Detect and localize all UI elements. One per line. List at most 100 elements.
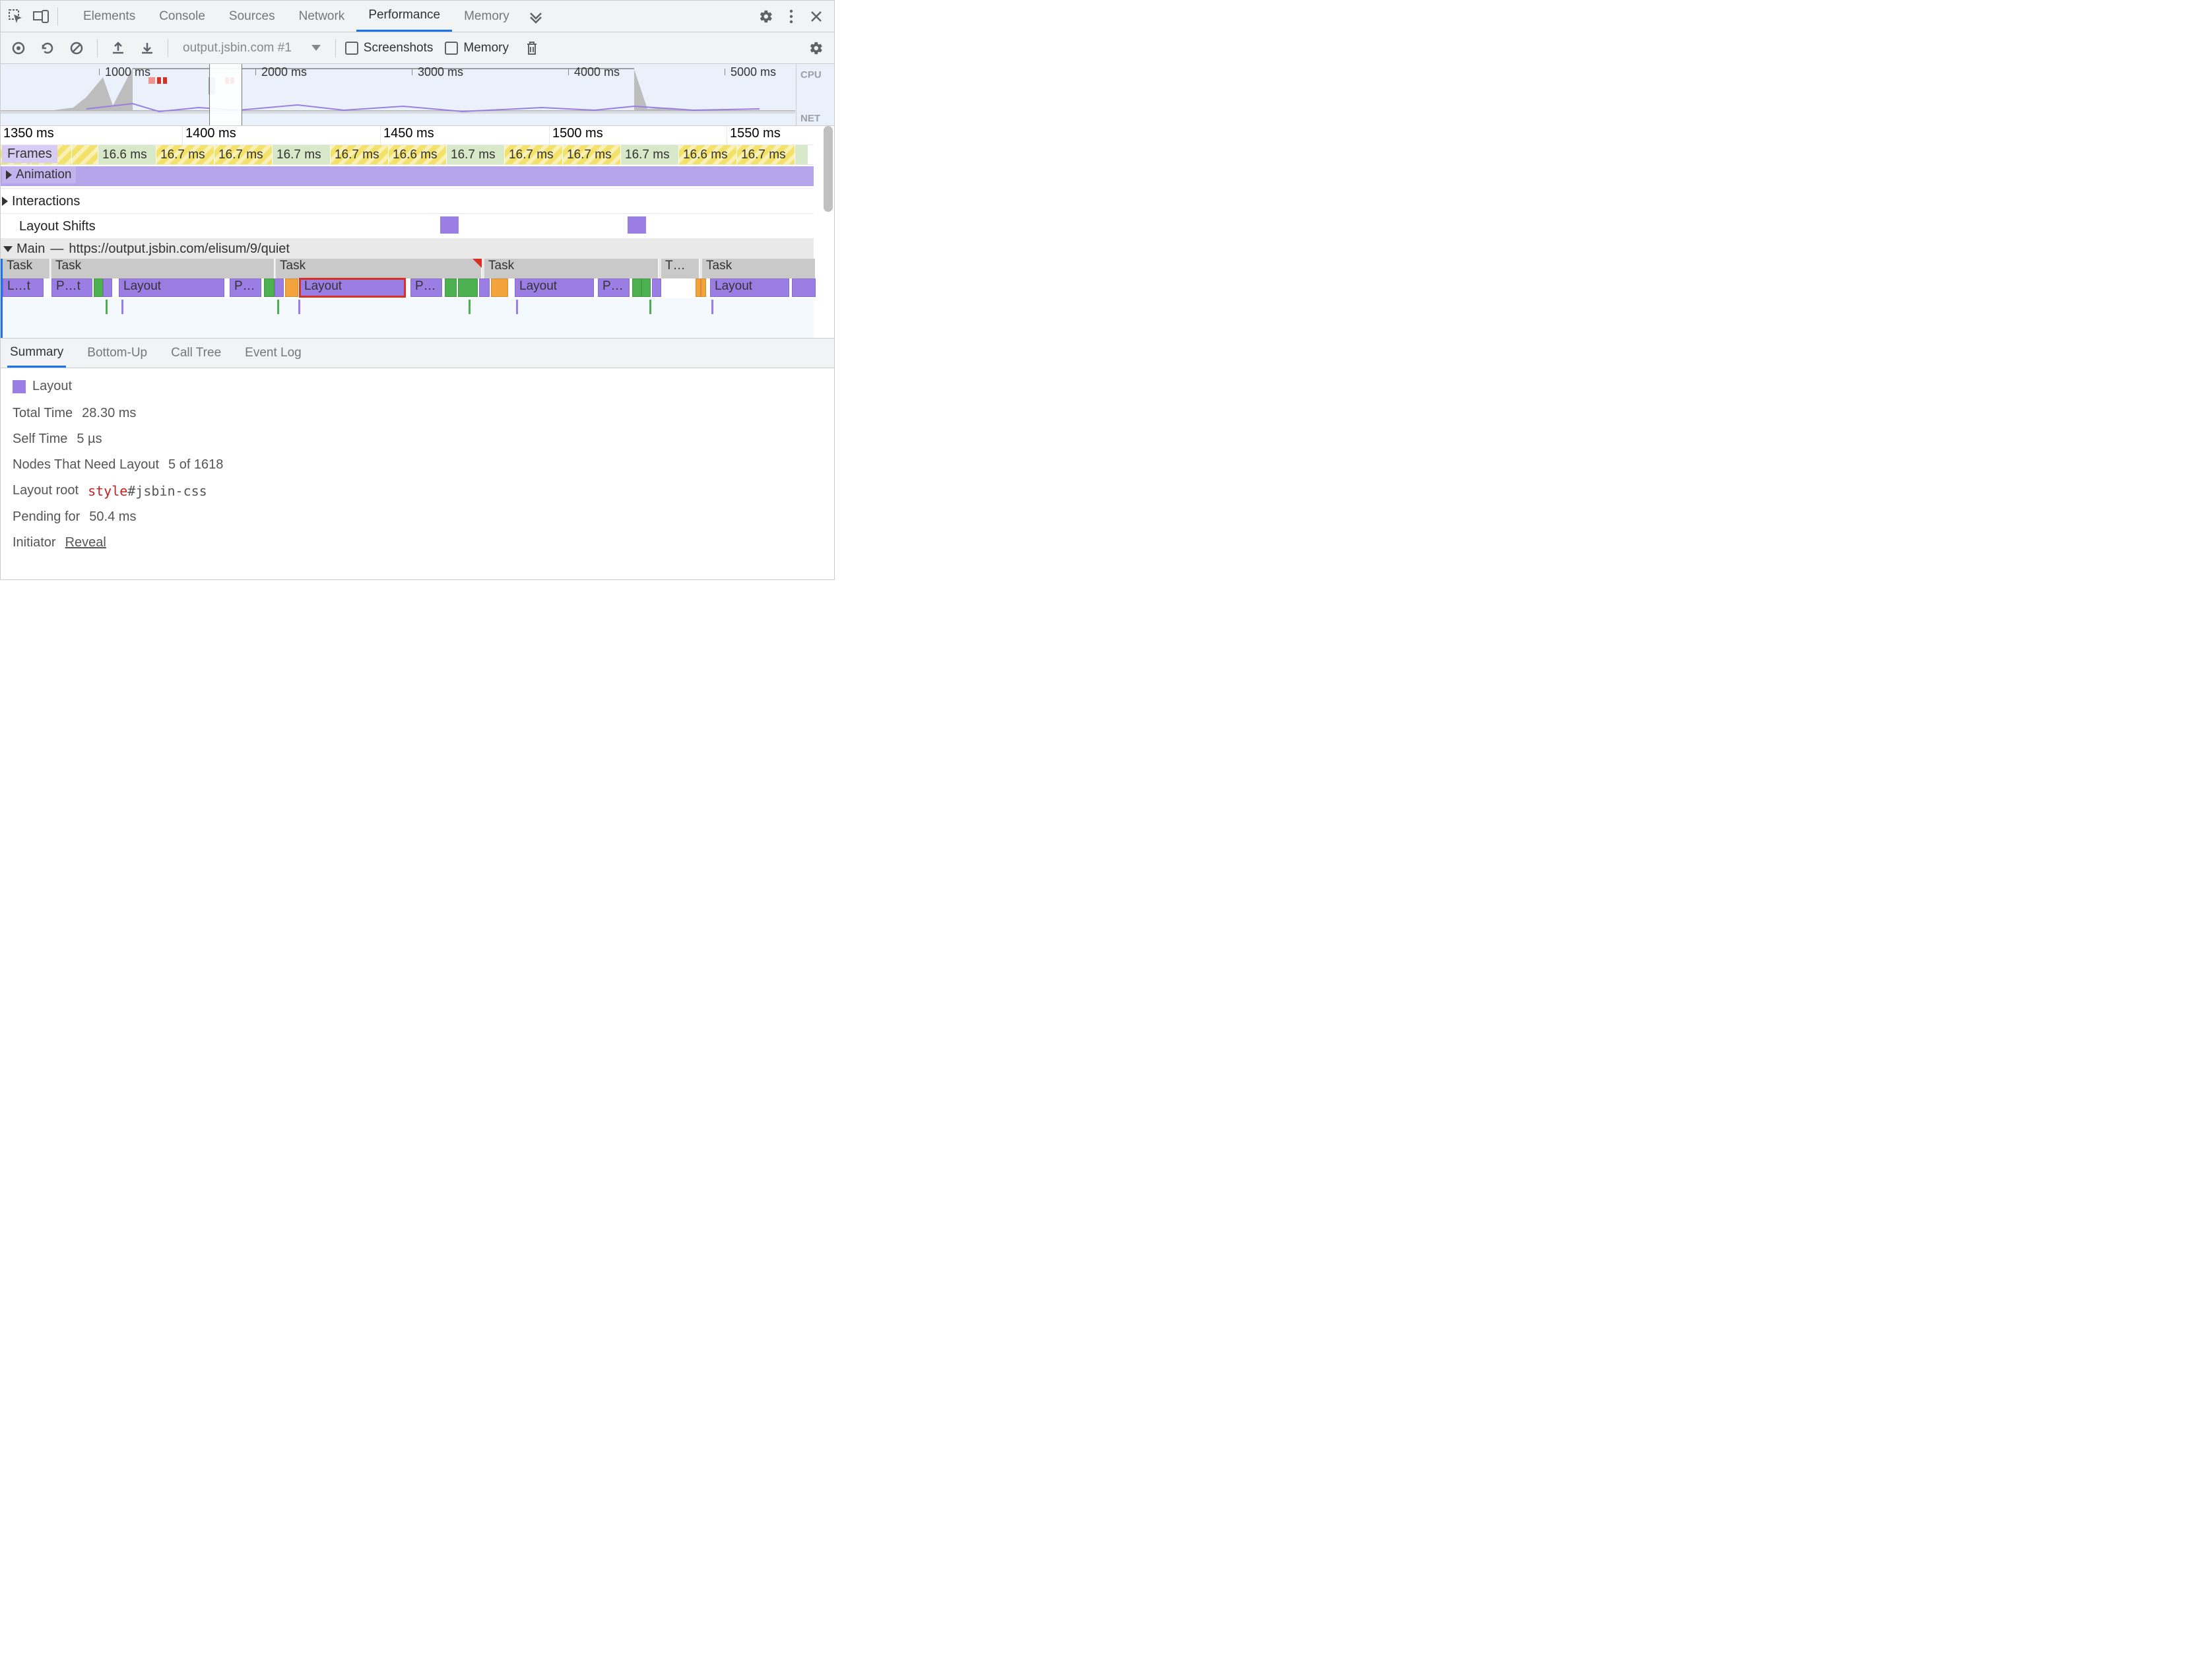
upload-profile-icon[interactable] <box>107 37 129 59</box>
layout-shifts-track[interactable]: Layout Shifts <box>1 213 814 238</box>
overview-tick: 5000 ms <box>731 65 776 79</box>
flame-stub[interactable] <box>516 300 518 314</box>
download-profile-icon[interactable] <box>136 37 158 59</box>
task-block[interactable]: Task <box>484 259 659 278</box>
layout-root-value[interactable]: style#jsbin-css <box>88 483 207 499</box>
kebab-menu-icon[interactable] <box>780 5 802 28</box>
flame-block[interactable]: L…t <box>3 278 44 297</box>
flame-block[interactable] <box>696 278 701 297</box>
inspect-element-icon[interactable] <box>5 5 27 28</box>
flame-block[interactable] <box>641 278 651 297</box>
flame-ruler-tick: 1550 ms <box>727 126 781 145</box>
main-track-header[interactable]: Main — https://output.jsbin.com/elisum/9… <box>1 239 814 259</box>
flame-block[interactable]: Layout <box>300 278 405 297</box>
pending-key: Pending for <box>13 509 80 525</box>
frame-cell[interactable] <box>795 145 808 165</box>
layout-shift-marker[interactable] <box>628 216 646 234</box>
panel-tab-network[interactable]: Network <box>287 1 357 32</box>
panel-tab-performance[interactable]: Performance <box>356 1 452 32</box>
flame-block[interactable] <box>94 278 103 297</box>
flame-stub[interactable] <box>277 300 279 314</box>
frame-cell[interactable]: 16.7 ms <box>447 145 505 165</box>
flame-block[interactable] <box>632 278 641 297</box>
flame-block[interactable]: P…t <box>51 278 92 297</box>
interactions-track-header[interactable]: Interactions <box>2 191 80 211</box>
flame-block[interactable] <box>445 278 457 297</box>
flame-block[interactable] <box>652 278 661 297</box>
flame-chart[interactable]: 1350 ms1400 ms1450 ms1500 ms1550 ms ms16… <box>1 126 824 338</box>
interactions-track[interactable]: Interactions <box>1 188 814 213</box>
details-tab-summary[interactable]: Summary <box>7 339 66 368</box>
animation-track-header[interactable]: Animation <box>2 166 76 183</box>
frame-cell[interactable]: 16.6 ms <box>98 145 156 165</box>
task-block[interactable]: T… <box>661 259 699 278</box>
panel-tab-elements[interactable]: Elements <box>71 1 147 32</box>
flame-stub[interactable] <box>711 300 713 314</box>
flame-block[interactable]: Layout <box>710 278 789 297</box>
panel-tab-memory[interactable]: Memory <box>452 1 521 32</box>
flame-block[interactable] <box>792 278 816 297</box>
flame-block[interactable] <box>285 278 298 297</box>
flame-stub[interactable] <box>106 300 108 314</box>
flame-block[interactable] <box>264 278 275 297</box>
timeline-overview[interactable]: 1000 ms2000 ms3000 ms4000 ms5000 ms CPU … <box>1 64 834 126</box>
panel-tab-sources[interactable]: Sources <box>217 1 287 32</box>
frame-cell[interactable]: 16.6 ms <box>679 145 737 165</box>
frames-track[interactable]: ms16.6 ms16.7 ms16.7 ms16.7 ms16.7 ms16.… <box>1 145 814 164</box>
flame-stub[interactable] <box>649 300 651 314</box>
capture-settings-gear-icon[interactable] <box>805 37 828 59</box>
reload-record-icon[interactable] <box>36 37 59 59</box>
summary-row-initiator: Initiator Reveal <box>13 535 822 550</box>
devtools-window: ElementsConsoleSourcesNetworkPerformance… <box>0 0 835 580</box>
flame-block[interactable]: P… <box>410 278 442 297</box>
frame-cell[interactable] <box>72 145 98 165</box>
frame-cell[interactable]: 16.6 ms <box>389 145 447 165</box>
task-block[interactable]: Task <box>3 259 50 278</box>
record-icon[interactable] <box>7 37 30 59</box>
flame-block[interactable]: Layout <box>515 278 594 297</box>
more-tabs-icon[interactable] <box>524 5 546 28</box>
screenshots-checkbox[interactable]: Screenshots <box>345 41 434 55</box>
settings-gear-icon[interactable] <box>755 5 777 28</box>
flame-block[interactable] <box>491 278 508 297</box>
layout-shift-marker[interactable] <box>440 216 459 234</box>
clear-icon[interactable] <box>65 37 88 59</box>
flame-block[interactable] <box>458 278 478 297</box>
frame-cell[interactable]: 16.7 ms <box>563 145 621 165</box>
details-tab-bottom-up[interactable]: Bottom-Up <box>84 339 150 368</box>
flame-stub[interactable] <box>469 300 471 314</box>
task-block[interactable]: Task <box>276 259 482 278</box>
details-tab-call-tree[interactable]: Call Tree <box>168 339 224 368</box>
task-block[interactable]: Task <box>702 259 816 278</box>
frame-cell[interactable]: 16.7 ms <box>214 145 273 165</box>
frame-cell[interactable]: 16.7 ms <box>331 145 389 165</box>
flame-block[interactable] <box>103 278 112 297</box>
task-block[interactable]: Task <box>51 259 275 278</box>
animation-track[interactable]: Animation <box>1 164 814 188</box>
collect-garbage-icon[interactable] <box>521 37 543 59</box>
frame-cell[interactable]: 16.7 ms <box>156 145 214 165</box>
close-icon[interactable] <box>805 5 828 28</box>
pending-value: 50.4 ms <box>89 509 136 525</box>
flame-block[interactable] <box>275 278 284 297</box>
flame-block[interactable]: P… <box>230 278 261 297</box>
flame-block[interactable]: Layout <box>119 278 224 297</box>
flame-stub[interactable] <box>121 300 123 314</box>
overview-selection[interactable] <box>209 64 242 125</box>
details-tab-event-log[interactable]: Event Log <box>242 339 304 368</box>
frame-cell[interactable]: 16.7 ms <box>273 145 331 165</box>
initiator-reveal-link[interactable]: Reveal <box>65 535 106 550</box>
flame-block[interactable] <box>479 278 490 297</box>
flame-block[interactable]: P… <box>598 278 630 297</box>
profile-selector[interactable]: output.jsbin.com #1 <box>178 41 326 55</box>
frame-cell[interactable]: 16.7 ms <box>737 145 795 165</box>
device-toolbar-icon[interactable] <box>30 5 52 28</box>
flame-block[interactable] <box>701 278 706 297</box>
vertical-scrollbar[interactable] <box>824 126 833 212</box>
frame-cell[interactable]: 16.7 ms <box>621 145 679 165</box>
flame-stub[interactable] <box>298 300 300 314</box>
main-track[interactable]: Main — https://output.jsbin.com/elisum/9… <box>1 238 814 338</box>
frame-cell[interactable]: 16.7 ms <box>505 145 563 165</box>
memory-checkbox[interactable]: Memory <box>445 41 509 55</box>
panel-tab-console[interactable]: Console <box>147 1 217 32</box>
